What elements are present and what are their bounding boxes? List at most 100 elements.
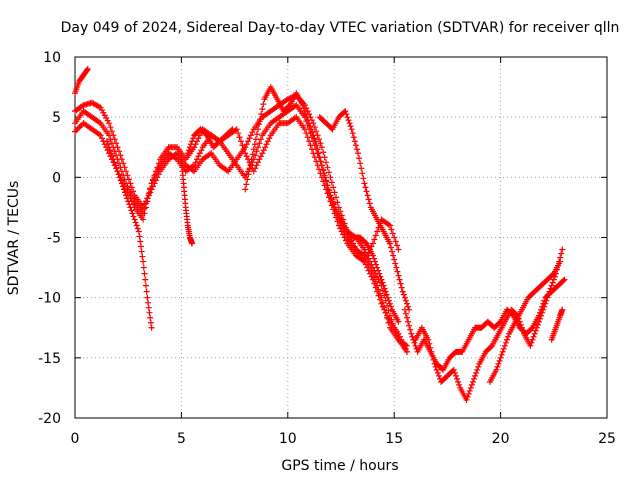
data-point — [395, 246, 402, 253]
data-point — [557, 258, 564, 265]
data-point — [312, 138, 319, 145]
data-point — [545, 291, 552, 298]
data-point — [368, 243, 375, 250]
data-point — [120, 186, 127, 193]
data-point — [372, 284, 379, 291]
data-point — [130, 213, 137, 220]
data-point — [400, 291, 407, 298]
data-point — [427, 344, 434, 351]
series-arc-7 — [316, 108, 413, 313]
data-point — [367, 270, 374, 277]
data-point — [320, 149, 327, 156]
data-point — [315, 150, 322, 157]
data-point — [384, 294, 391, 301]
data-point — [385, 315, 392, 322]
data-point — [299, 102, 306, 109]
data-point — [107, 136, 114, 143]
data-point — [196, 132, 203, 139]
data-point — [300, 105, 307, 112]
data-point — [198, 147, 205, 154]
data-point — [148, 180, 155, 187]
data-point — [135, 228, 142, 235]
data-point — [450, 366, 457, 373]
data-point — [258, 111, 265, 118]
data-point — [376, 270, 383, 277]
data-point — [116, 174, 123, 181]
data-point — [337, 225, 344, 232]
data-point — [119, 183, 126, 190]
data-point — [141, 270, 148, 277]
data-point — [302, 111, 309, 118]
data-point — [239, 142, 246, 149]
data-point — [305, 117, 312, 124]
data-point — [248, 156, 255, 163]
data-point — [253, 162, 260, 169]
data-point — [134, 225, 141, 232]
data-point — [147, 186, 154, 193]
data-point — [393, 264, 400, 271]
data-point — [532, 327, 539, 334]
series-arc-14 — [548, 306, 566, 343]
data-point — [402, 310, 409, 317]
data-point — [150, 176, 157, 183]
data-point — [364, 192, 371, 199]
data-point — [126, 201, 133, 208]
data-point — [388, 226, 395, 233]
data-point — [186, 144, 193, 151]
data-point — [426, 340, 433, 347]
data-point — [535, 318, 542, 325]
data-point — [369, 252, 376, 259]
data-point — [364, 252, 371, 259]
data-point — [375, 224, 382, 231]
data-point — [407, 326, 414, 333]
data-point — [131, 216, 138, 223]
x-tick-label: 0 — [71, 431, 80, 447]
data-point — [365, 249, 372, 256]
data-point — [322, 174, 329, 181]
data-point — [365, 267, 372, 274]
data-point — [117, 177, 124, 184]
data-point — [361, 180, 368, 187]
data-point — [247, 132, 254, 139]
data-point — [151, 172, 158, 179]
data-point — [107, 124, 114, 131]
data-point — [401, 342, 408, 349]
data-point — [132, 219, 139, 226]
data-point — [398, 336, 405, 343]
data-point — [428, 348, 435, 355]
y-axis-label: SDTVAR / TECUs — [6, 181, 22, 296]
data-point — [371, 236, 378, 243]
data-point — [377, 220, 384, 227]
data-point — [395, 330, 402, 337]
data-point — [76, 124, 83, 131]
data-point — [497, 354, 504, 361]
series-arc-13 — [486, 258, 564, 385]
axis-ticks: 0 5 10 15 20 25 -20 -15 -10 -5 0 5 10 — [38, 50, 616, 447]
series-arc-9 — [184, 126, 236, 157]
data-point — [334, 199, 341, 206]
data-point — [345, 117, 352, 124]
grid — [75, 57, 607, 418]
series-arc-6 — [242, 84, 402, 325]
data-point — [534, 321, 541, 328]
data-point — [244, 176, 251, 183]
data-point — [349, 130, 356, 137]
data-point — [117, 164, 124, 171]
data-point — [425, 336, 432, 343]
data-point — [374, 228, 381, 235]
data-point — [412, 342, 419, 349]
data-point — [372, 232, 379, 239]
data-point — [505, 333, 512, 340]
data-point — [72, 128, 78, 135]
data-point — [558, 250, 565, 257]
data-point — [405, 318, 412, 325]
data-point — [403, 314, 410, 321]
data-point — [235, 130, 242, 137]
data-point — [137, 243, 144, 250]
data-point — [311, 124, 318, 131]
data-point — [236, 134, 243, 141]
data-point — [390, 252, 397, 259]
data-point — [189, 138, 196, 145]
data-point — [379, 279, 386, 286]
data-point — [403, 348, 410, 355]
